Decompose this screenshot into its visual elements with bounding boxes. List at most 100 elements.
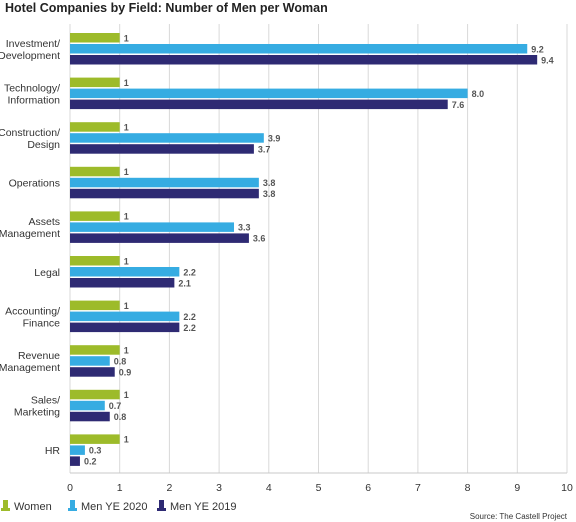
- tick-label: 10: [561, 482, 573, 494]
- data-label: 0.3: [89, 446, 102, 456]
- tick-label: 8: [465, 482, 471, 494]
- data-label: 2.1: [178, 278, 191, 288]
- bar: [70, 322, 180, 333]
- data-label: 1: [124, 435, 129, 445]
- bar: [70, 300, 120, 311]
- category-label: Assets: [28, 216, 60, 228]
- legend-label: Men YE 2020: [81, 501, 147, 513]
- data-label: 9.4: [541, 55, 554, 65]
- bar: [70, 233, 249, 243]
- bar: [70, 434, 120, 444]
- category-label: Management: [0, 362, 60, 374]
- category-label: Design: [27, 139, 60, 151]
- category-label: Marketing: [14, 407, 60, 419]
- tick-label: 0: [67, 482, 73, 494]
- category-label: Investment/: [6, 38, 60, 50]
- data-label: 0.8: [114, 356, 127, 366]
- category-label: Accounting/: [5, 305, 60, 317]
- bar: [70, 33, 120, 43]
- legend-label: Men YE 2019: [170, 501, 236, 513]
- bar: [70, 188, 259, 199]
- data-label: 0.2: [84, 457, 97, 467]
- data-label: 1: [124, 212, 129, 222]
- category-label: Information: [7, 94, 60, 106]
- tick-label: 2: [166, 482, 172, 494]
- data-label: 3.8: [263, 189, 276, 199]
- data-label: 8.0: [472, 89, 485, 99]
- bar: [70, 356, 110, 366]
- category-label: HR: [45, 445, 61, 457]
- bar: [70, 445, 85, 455]
- bar: [70, 411, 110, 422]
- category-label: Development: [0, 50, 60, 62]
- bar: [70, 77, 120, 88]
- legend-swatch: [70, 500, 75, 510]
- data-label: 3.3: [238, 223, 251, 233]
- category-label: Management: [0, 228, 60, 240]
- category-label: Legal: [34, 267, 60, 279]
- category-label: Construction/: [0, 127, 60, 139]
- data-label: 3.8: [263, 178, 276, 188]
- tick-label: 3: [216, 482, 222, 494]
- chart-title: Hotel Companies by Field: Number of Men …: [5, 1, 328, 15]
- legend-swatch-base: [1, 508, 10, 511]
- bar: [70, 367, 115, 377]
- bar: [70, 144, 254, 154]
- tick-label: 1: [117, 482, 123, 494]
- tick-label: 7: [415, 482, 421, 494]
- legend-swatch-base: [157, 508, 166, 511]
- data-label: 1: [124, 345, 129, 355]
- legend-swatch: [3, 500, 8, 510]
- bar: [70, 400, 105, 411]
- legend-swatch-base: [68, 508, 77, 511]
- bar: [70, 44, 528, 54]
- category-label: Finance: [23, 317, 61, 329]
- bar: [70, 99, 448, 110]
- bar: [70, 267, 180, 277]
- data-label: 1: [124, 78, 129, 88]
- source-note: Source: The Castell Project: [470, 512, 568, 521]
- bar: [70, 166, 120, 177]
- tick-label: 5: [316, 482, 322, 494]
- tick-label: 4: [266, 482, 272, 494]
- bar: [70, 222, 235, 232]
- bar: [70, 389, 120, 400]
- bar: [70, 256, 120, 266]
- data-label: 1: [124, 301, 129, 311]
- bar: [70, 345, 120, 355]
- data-label: 2.2: [183, 323, 196, 333]
- bar: [70, 55, 538, 65]
- data-label: 1: [124, 167, 129, 177]
- data-label: 0.7: [109, 401, 122, 411]
- bar: [70, 311, 180, 322]
- bar: [70, 278, 175, 288]
- data-label: 2.2: [183, 312, 196, 322]
- legend-swatch: [159, 500, 164, 510]
- bar: [70, 456, 80, 466]
- category-label: Technology/: [4, 82, 60, 94]
- bar: [70, 122, 120, 132]
- data-label: 0.9: [119, 367, 132, 377]
- bar: [70, 133, 264, 143]
- data-label: 1: [124, 122, 129, 132]
- bar: [70, 88, 468, 99]
- tick-label: 9: [514, 482, 520, 494]
- category-label: Revenue: [18, 350, 60, 362]
- data-label: 3.6: [253, 234, 266, 244]
- bar: [70, 211, 120, 221]
- bar: [70, 177, 259, 188]
- data-label: 0.8: [114, 412, 127, 422]
- data-label: 1: [124, 33, 129, 43]
- legend-label: Women: [14, 501, 52, 513]
- tick-label: 6: [365, 482, 371, 494]
- category-label: Operations: [9, 178, 60, 190]
- category-label: Sales/: [31, 395, 60, 407]
- data-label: 3.7: [258, 144, 271, 154]
- data-label: 2.2: [183, 267, 196, 277]
- data-label: 1: [124, 256, 129, 266]
- data-label: 3.9: [268, 133, 281, 143]
- data-label: 7.6: [452, 100, 465, 110]
- data-label: 9.2: [531, 44, 544, 54]
- data-label: 1: [124, 390, 129, 400]
